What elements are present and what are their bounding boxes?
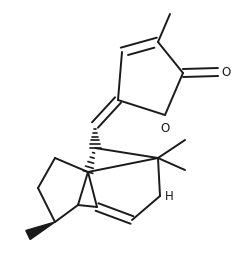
Polygon shape [26, 222, 55, 239]
Text: H: H [165, 189, 174, 203]
Text: O: O [160, 122, 170, 135]
Text: O: O [221, 66, 230, 79]
